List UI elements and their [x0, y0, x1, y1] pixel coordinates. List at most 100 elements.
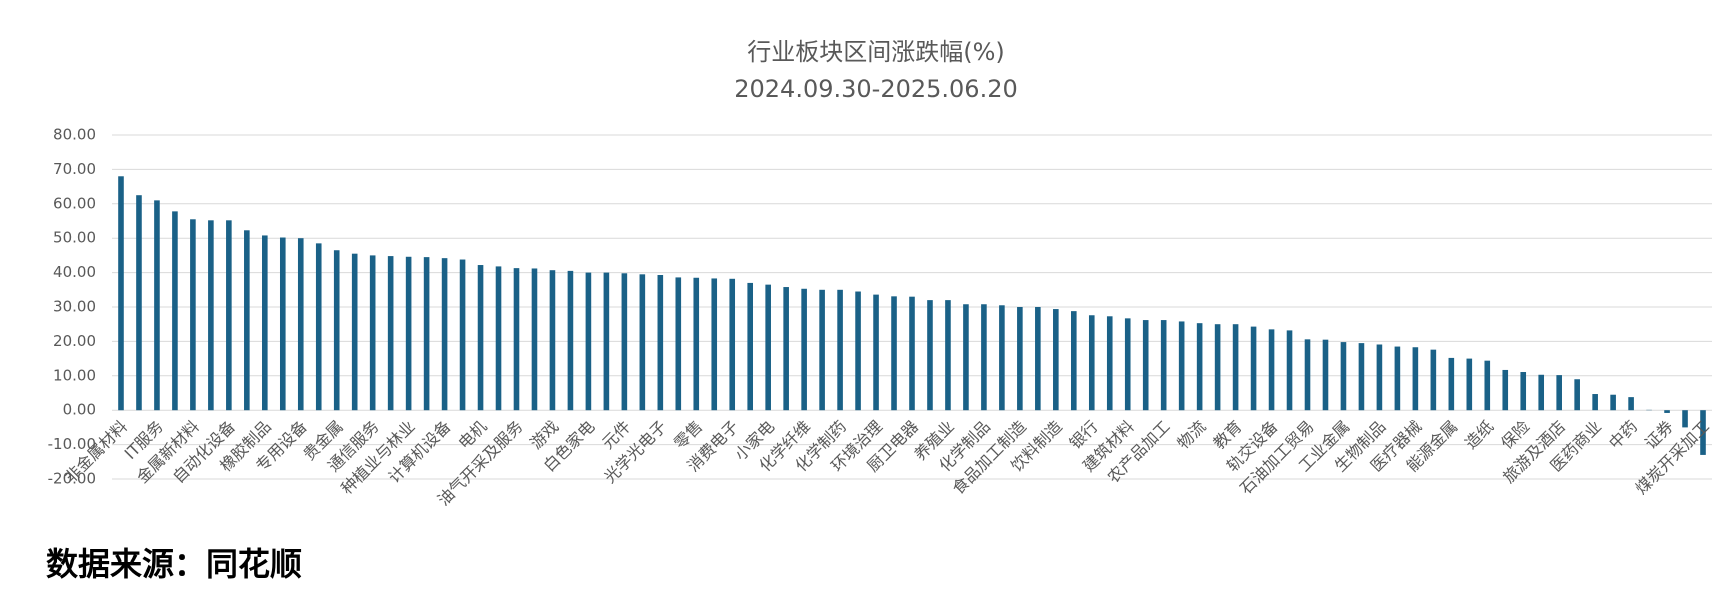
bar — [657, 275, 664, 411]
bar — [297, 238, 304, 411]
bar — [1286, 330, 1293, 411]
y-tick-label: -20.00 — [48, 470, 96, 488]
bar — [837, 289, 843, 411]
bar — [1664, 410, 1670, 413]
bar — [891, 296, 897, 411]
bar — [1106, 316, 1113, 411]
bar — [1412, 347, 1419, 411]
bar — [549, 270, 556, 411]
bar — [1196, 323, 1203, 411]
y-tick-label: -10.00 — [48, 435, 96, 453]
bar — [1035, 307, 1041, 411]
bar — [1322, 339, 1329, 411]
bar — [855, 291, 861, 411]
bar — [1556, 375, 1562, 411]
bar — [909, 296, 915, 411]
bar — [639, 274, 646, 411]
bar — [1178, 321, 1185, 411]
x-tick-label: 中药 — [1605, 417, 1641, 453]
bar — [315, 243, 322, 411]
bar — [351, 253, 358, 411]
bar — [226, 220, 232, 411]
bar — [190, 219, 196, 411]
bar — [1088, 315, 1095, 411]
bar — [1700, 410, 1706, 455]
bar — [495, 266, 502, 411]
bar — [1304, 339, 1311, 411]
bar — [1268, 329, 1275, 411]
bar — [279, 237, 286, 411]
x-tick-label: 造纸 — [1461, 417, 1497, 453]
bar — [154, 200, 160, 411]
y-tick-label: 80.00 — [53, 126, 96, 144]
bar — [262, 235, 268, 411]
bar — [999, 305, 1005, 411]
bar — [387, 256, 394, 411]
chart-title: 行业板块区间涨跌幅(%) — [747, 38, 1005, 66]
bar — [675, 277, 682, 411]
bar — [927, 300, 933, 411]
bar — [1376, 344, 1383, 411]
y-tick-label: 50.00 — [53, 229, 96, 247]
bar — [1448, 357, 1455, 411]
bar — [459, 259, 466, 411]
bar — [118, 176, 124, 411]
bar — [693, 277, 700, 411]
y-tick-label: 0.00 — [63, 401, 96, 419]
bar — [1394, 346, 1401, 411]
bar — [1053, 309, 1059, 411]
bar — [801, 288, 807, 411]
bar — [765, 284, 771, 411]
bar — [1520, 372, 1527, 411]
bar — [981, 304, 987, 411]
bar — [1160, 320, 1167, 411]
y-tick-label: 40.00 — [53, 263, 96, 281]
bar — [585, 272, 592, 411]
bar — [963, 304, 969, 411]
bar — [1358, 343, 1365, 411]
bar — [1484, 360, 1491, 411]
bar — [1142, 320, 1149, 411]
bar — [1682, 410, 1688, 428]
bar — [369, 255, 376, 411]
bar — [244, 230, 250, 411]
bar — [513, 268, 520, 411]
bar — [1340, 342, 1347, 411]
bar — [1070, 311, 1077, 411]
bar — [819, 289, 825, 411]
bar — [441, 258, 448, 411]
bar — [945, 300, 951, 411]
bar — [1574, 379, 1580, 411]
bar — [711, 278, 718, 411]
bar — [477, 265, 484, 411]
bar — [208, 220, 214, 411]
bar — [1628, 397, 1634, 411]
bar — [621, 273, 628, 411]
bar — [729, 278, 736, 411]
chart-subtitle: 2024.09.30-2025.06.20 — [734, 75, 1018, 103]
y-tick-label: 20.00 — [53, 332, 96, 350]
bar — [1124, 318, 1131, 411]
x-tick-label: 物流 — [1174, 417, 1210, 453]
bar — [783, 287, 789, 411]
bar — [405, 256, 412, 411]
bar — [1232, 324, 1239, 411]
bar — [1250, 326, 1257, 411]
bar — [1592, 394, 1598, 411]
bar — [1538, 374, 1545, 411]
bar — [567, 270, 574, 411]
bar — [423, 257, 430, 411]
y-tick-label: 70.00 — [53, 160, 96, 178]
y-tick-label: 10.00 — [53, 366, 96, 384]
bar — [172, 211, 178, 411]
bar — [1017, 307, 1023, 411]
bar — [603, 272, 610, 411]
bar — [747, 282, 754, 411]
bar — [531, 268, 538, 411]
bar — [1502, 369, 1509, 411]
bar — [1214, 324, 1221, 411]
bar — [136, 195, 142, 411]
bar — [333, 250, 340, 411]
bar — [873, 294, 879, 411]
